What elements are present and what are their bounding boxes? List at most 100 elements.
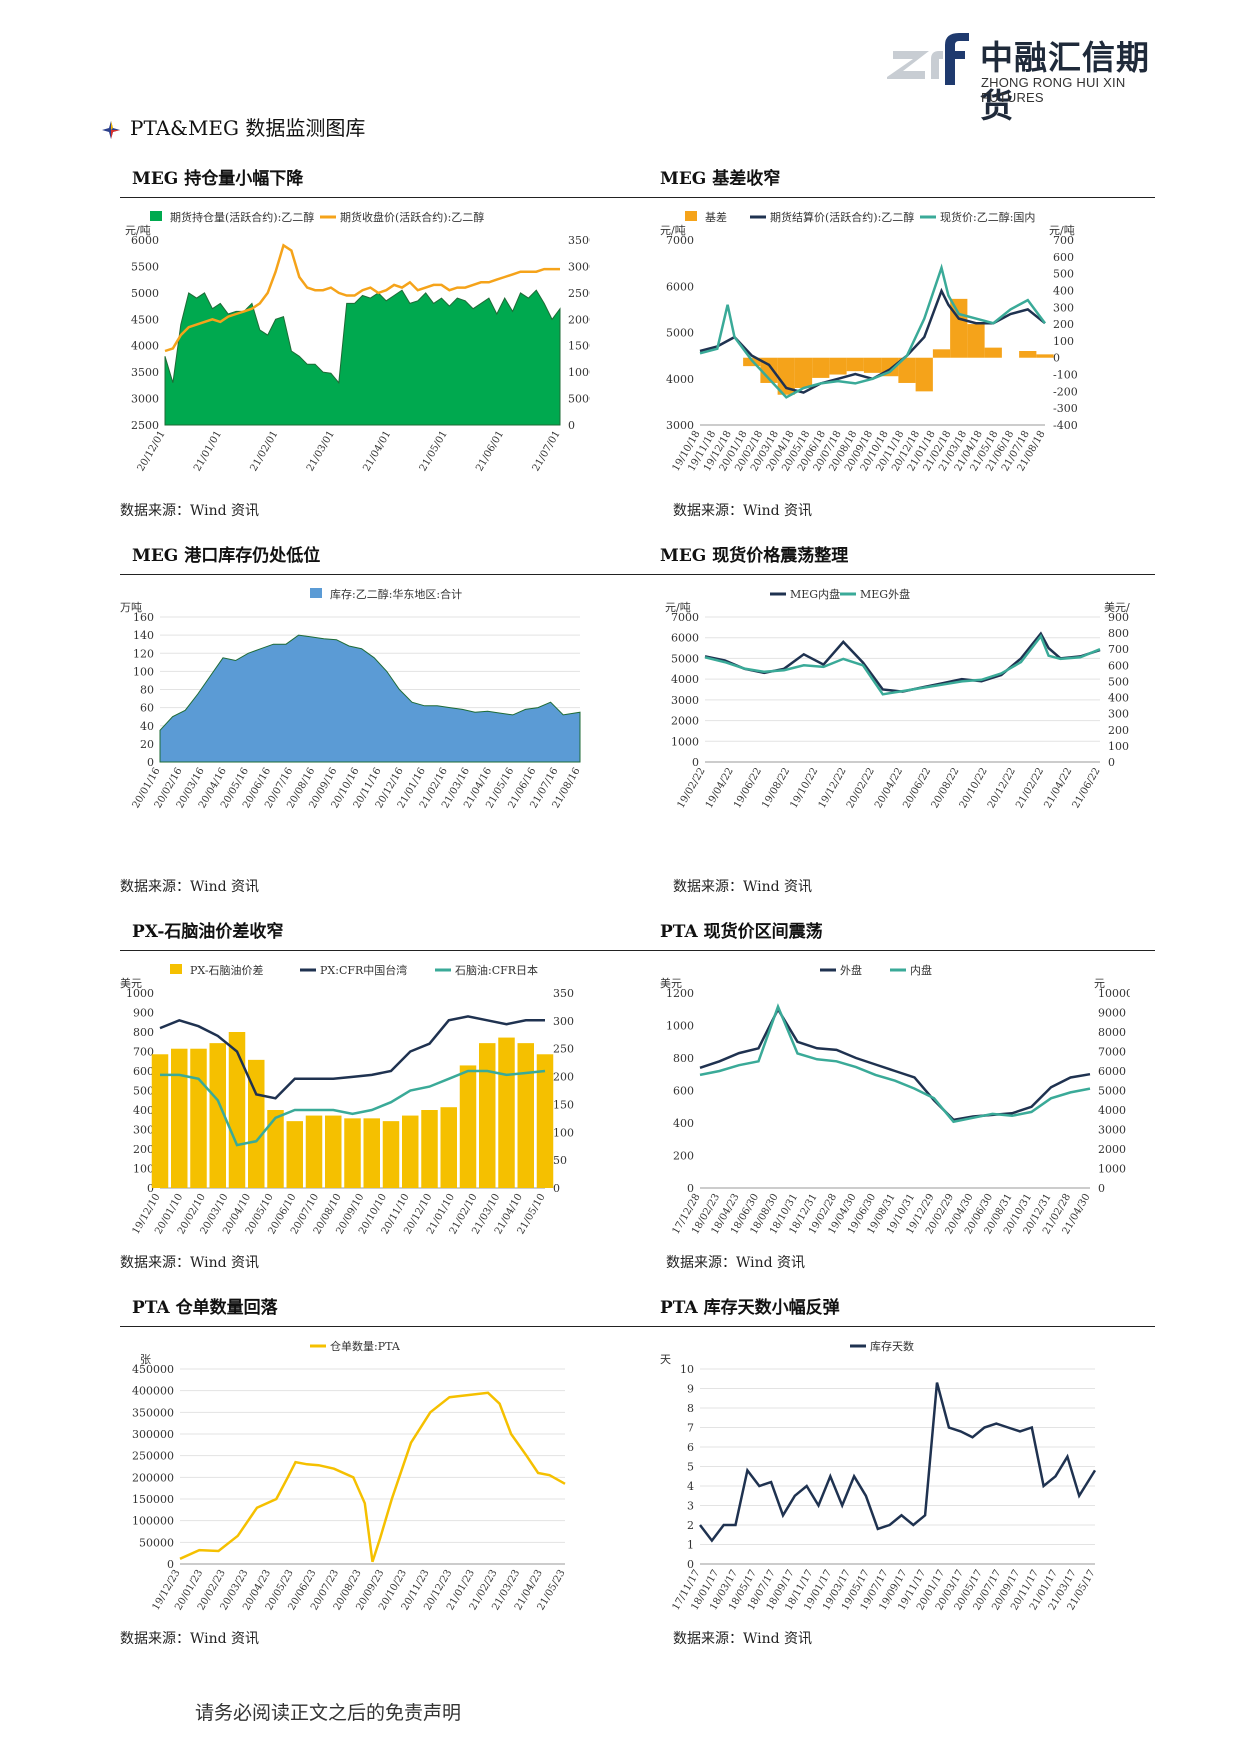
series-bar: [440, 1107, 457, 1188]
series-bar: [459, 1065, 477, 1188]
y-tick-label: 0: [692, 756, 699, 769]
legend-label: PX:CFR中国台湾: [320, 963, 407, 977]
legend-label: 期货收盘价(活跃合约):乙二醇: [340, 210, 484, 224]
series-bar: [932, 349, 951, 358]
series-bar: [950, 298, 968, 358]
legend-label: MEG内盘: [790, 587, 840, 601]
series-bar: [305, 1115, 323, 1188]
legend-swatch: [685, 211, 697, 221]
y-tick-label: 350000: [132, 1406, 174, 1419]
x-tick-label: 21/02/01: [248, 429, 280, 473]
chart-pta-inventory-days: 109876543210天17/11/1718/01/1718/03/1718/…: [660, 1339, 1098, 1612]
section-title: PTA&MEG 数据监测图库: [100, 112, 365, 141]
x-tick-label: 19/10/22: [788, 766, 820, 810]
divider: [120, 197, 1155, 198]
y-tick-label: 1000: [126, 987, 154, 1000]
legend-label: 基差: [705, 210, 727, 224]
y-right-tick-label: 150: [553, 1098, 574, 1111]
y-tick-label: 100: [133, 1163, 154, 1176]
y-tick-label: 200: [673, 1150, 694, 1163]
y-right-tick-label: 500: [1108, 675, 1129, 688]
series-bar: [1019, 351, 1037, 358]
y-tick-label: 300: [133, 1124, 154, 1137]
logo-english-name: ZHONG RONG HUI XIN FUTURES: [981, 75, 1126, 105]
chart-title-1: MEG 持仓量小幅下降: [132, 169, 304, 189]
y-tick-label: 7000: [666, 234, 694, 247]
chart-title-6: PTA 现货价区间震荡: [660, 922, 823, 942]
y-tick-label: 100: [133, 665, 154, 678]
x-tick-label: 20/04/22: [873, 766, 905, 810]
y-right-tick-label: -200: [1053, 385, 1078, 398]
section-title-text: PTA&MEG 数据监测图库: [130, 116, 366, 140]
y-right-tick-label: 5000: [1098, 1085, 1126, 1098]
y-tick-label: 500: [133, 1085, 154, 1098]
x-tick-label: 21/04/22: [1042, 766, 1074, 810]
series-bar: [286, 1121, 303, 1188]
y-tick-label: 250000: [132, 1450, 174, 1463]
footer-disclaimer: 请务必阅读正文之后的免责声明: [195, 1702, 462, 1724]
series-bar: [190, 1048, 207, 1188]
y-tick-label: 900: [133, 1007, 154, 1020]
legend-label: 库存:乙二醇:华东地区:合计: [330, 587, 462, 601]
y-right-tick-label: 300: [1108, 708, 1129, 721]
y-right-tick-label: -100: [1053, 369, 1078, 382]
y-right-tick-label: 600: [1108, 659, 1129, 672]
y-right-tick-label: 500: [1053, 268, 1074, 281]
x-tick-label: 21/05/01: [418, 429, 450, 473]
y-right-tick-label: 200000: [568, 313, 590, 326]
series-bar: [517, 1043, 534, 1188]
series-bar: [209, 1043, 226, 1188]
y-tick-label: 7000: [671, 611, 699, 624]
series-bar: [363, 1118, 380, 1188]
divider: [120, 1326, 1155, 1327]
x-tick-label: 21/03/01: [305, 429, 337, 473]
y-tick-label: 1: [687, 1539, 694, 1552]
series-line: [159, 1015, 545, 1100]
y-axis-unit: 万吨: [120, 601, 142, 614]
y-tick-label: 6000: [671, 632, 699, 645]
series-bar: [325, 1115, 342, 1188]
series-line: [160, 1069, 546, 1147]
y-tick-label: 0: [167, 1558, 174, 1571]
y-tick-label: 120: [133, 647, 154, 660]
series-area: [159, 634, 581, 763]
series-bar: [984, 347, 1002, 358]
y-right-tick-label: 350000: [568, 234, 590, 247]
y-right-tick-label: 3000: [1098, 1124, 1126, 1137]
y-right-tick-label: 400: [1053, 284, 1074, 297]
y-tick-label: 0: [687, 1182, 694, 1195]
series-bar: [344, 1118, 361, 1188]
series-bar: [382, 1121, 400, 1188]
x-tick-label: 21/06/01: [474, 429, 506, 473]
y-tick-label: 700: [133, 1046, 154, 1059]
company-logo: 中融汇信期货 ZHONG RONG HUI XIN FUTURES: [885, 25, 1175, 125]
y-right-tick-label: 9000: [1098, 1007, 1126, 1020]
y-tick-label: 300000: [132, 1428, 174, 1441]
legend-swatch: [170, 964, 182, 974]
y-right-axis-unit: 元/吨: [1049, 224, 1075, 237]
x-tick-label: 19/02/22: [676, 766, 708, 810]
series-bar: [760, 357, 778, 383]
series-line: [699, 1003, 1091, 1124]
x-tick-label: 19/06/22: [732, 766, 764, 810]
series-line: [699, 1006, 1091, 1122]
y-right-tick-label: 900: [1108, 611, 1129, 624]
y-right-tick-label: 100: [1053, 335, 1074, 348]
legend-swatch: [150, 211, 162, 221]
series-bar: [171, 1048, 188, 1188]
source-7: 数据来源：Wind 资讯: [120, 1631, 260, 1647]
series-line: [699, 1382, 1097, 1543]
x-tick-label: 20/12/22: [986, 766, 1018, 810]
legend-label: 期货持仓量(活跃合约):乙二醇: [170, 210, 314, 224]
x-tick-label: 21/07/01: [531, 429, 563, 473]
y-right-tick-label: 200: [553, 1071, 574, 1084]
y-right-tick-label: -300: [1053, 402, 1078, 415]
chart-pta-spot-price: 1200100080060040020001000090008000700060…: [660, 963, 1130, 1236]
bullet-icon: [102, 120, 120, 139]
series-bar: [421, 1110, 438, 1188]
legend-label: PX-石脑油价差: [190, 963, 264, 977]
chart-meg-open-interest: 6000 5500 5000 4500 4000 3500 3000 2500 350000 30…: [125, 210, 590, 473]
y-right-tick-label: 10000: [1098, 987, 1130, 1000]
y-tick-label: 450000: [132, 1363, 174, 1376]
legend-swatch: [310, 588, 322, 598]
